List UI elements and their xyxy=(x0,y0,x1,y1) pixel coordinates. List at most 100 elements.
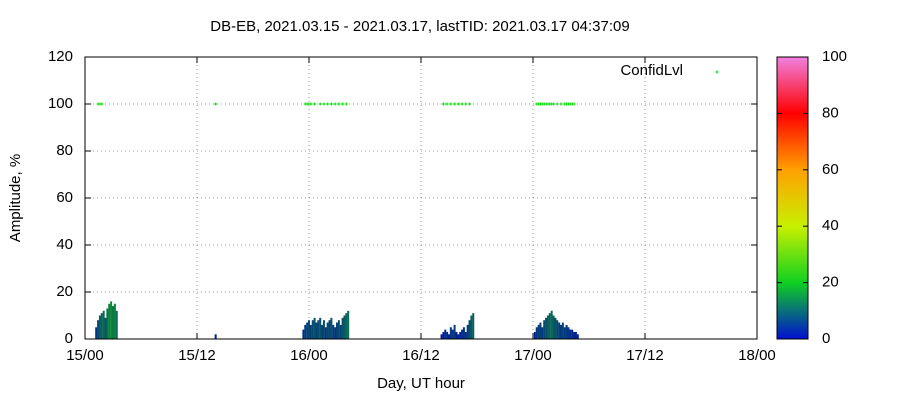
bar xyxy=(102,310,105,339)
bar xyxy=(541,327,544,339)
point xyxy=(100,102,104,106)
bar xyxy=(448,334,450,339)
bar xyxy=(546,315,549,339)
bar xyxy=(343,315,346,339)
y-tick-label: 80 xyxy=(56,142,73,159)
bar xyxy=(552,315,555,339)
bar xyxy=(311,320,314,339)
bar xyxy=(569,329,572,339)
point xyxy=(318,102,322,106)
point xyxy=(441,102,445,106)
y-tick-label: 20 xyxy=(56,283,73,300)
colorbar-tick-label: 20 xyxy=(822,274,839,291)
bar xyxy=(535,327,538,339)
bar xyxy=(573,331,576,339)
bar xyxy=(548,313,551,339)
point xyxy=(344,102,348,106)
bar xyxy=(345,313,348,339)
point xyxy=(572,102,576,106)
bar xyxy=(466,324,469,339)
bar xyxy=(112,306,114,339)
bar xyxy=(315,322,318,339)
point xyxy=(456,102,460,106)
bar xyxy=(98,315,101,339)
bar xyxy=(330,317,333,339)
bar xyxy=(317,320,320,339)
y-tick-label: 60 xyxy=(56,189,73,206)
bar xyxy=(556,320,559,339)
point xyxy=(337,102,341,106)
point xyxy=(555,102,559,106)
bar xyxy=(322,320,325,339)
bar xyxy=(308,320,310,339)
bar xyxy=(326,322,329,339)
x-tick-label: 16/00 xyxy=(290,347,328,364)
bar xyxy=(97,320,100,339)
bar xyxy=(472,313,475,339)
point xyxy=(309,102,313,106)
bar xyxy=(319,317,322,339)
bar xyxy=(446,331,449,339)
plot-frame xyxy=(84,56,758,340)
x-tick-label: 15/12 xyxy=(178,347,216,364)
bar xyxy=(100,313,103,339)
point xyxy=(333,102,337,106)
bar xyxy=(468,320,471,339)
point xyxy=(449,102,453,106)
bar xyxy=(104,317,107,339)
bar xyxy=(554,317,557,339)
point xyxy=(322,102,326,106)
bar xyxy=(563,327,566,339)
bar xyxy=(339,324,342,339)
bar xyxy=(309,324,312,339)
bar xyxy=(550,310,553,339)
bar xyxy=(461,329,464,339)
bar xyxy=(302,329,305,339)
bar xyxy=(306,322,309,339)
colorbar-tick-label: 100 xyxy=(822,48,847,65)
bar xyxy=(561,322,564,339)
bar xyxy=(470,315,473,339)
bar xyxy=(539,322,542,339)
bar xyxy=(115,310,118,339)
y-tick-label: 120 xyxy=(48,48,73,65)
x-tick-label: 18/00 xyxy=(738,347,776,364)
colorbar-tick-label: 80 xyxy=(822,104,839,121)
chart-title: DB-EB, 2021.03.15 - 2021.03.17, lastTID:… xyxy=(210,18,629,35)
point xyxy=(460,102,464,106)
bar xyxy=(457,334,460,339)
point xyxy=(552,102,556,106)
bar xyxy=(543,320,546,339)
point xyxy=(326,102,330,106)
point xyxy=(341,102,345,106)
y-tick-label: 100 xyxy=(48,95,73,112)
bar xyxy=(324,327,327,339)
bar xyxy=(95,327,98,339)
bar xyxy=(462,327,465,339)
x-tick-label: 17/00 xyxy=(514,347,552,364)
colorbar-tick-label: 40 xyxy=(822,217,839,234)
point xyxy=(559,102,563,106)
bar xyxy=(455,331,458,339)
bar xyxy=(108,303,111,339)
legend-label: ConfidLvl xyxy=(620,62,683,79)
x-tick-label: 16/12 xyxy=(402,347,440,364)
bar xyxy=(565,324,568,339)
bar xyxy=(334,327,337,339)
bar xyxy=(449,327,452,339)
bar xyxy=(453,324,456,339)
point xyxy=(329,102,333,106)
colorbar-tick-label: 60 xyxy=(822,161,839,178)
point xyxy=(445,102,449,106)
x-tick-label: 17/12 xyxy=(626,347,664,364)
bar xyxy=(574,331,577,339)
y-tick-label: 0 xyxy=(65,330,73,347)
bar xyxy=(337,320,340,339)
bar xyxy=(110,301,113,339)
bar xyxy=(347,310,350,339)
bar xyxy=(464,331,467,339)
point xyxy=(464,102,468,106)
legend-marker xyxy=(715,70,719,74)
y-axis-label: Amplitude, % xyxy=(7,154,24,242)
bar xyxy=(328,320,331,339)
